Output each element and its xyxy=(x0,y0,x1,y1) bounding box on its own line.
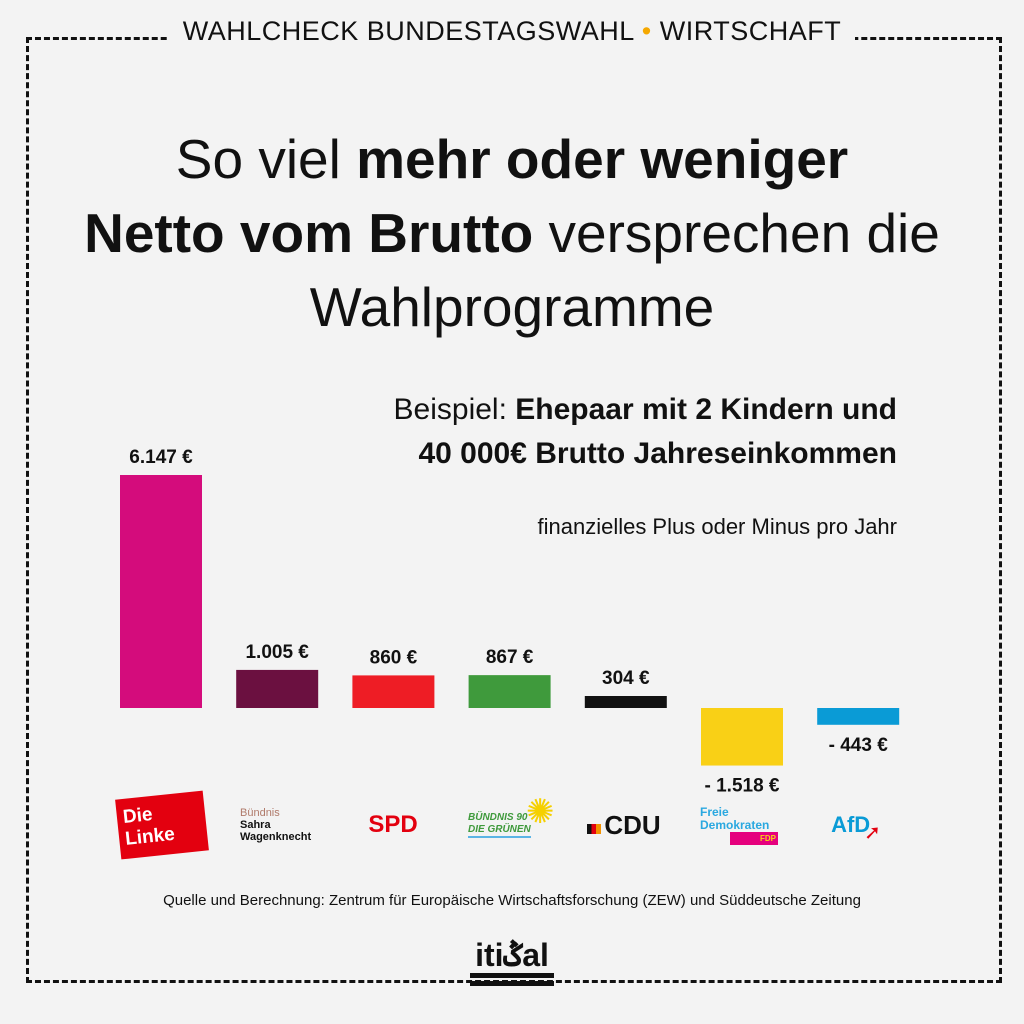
data-label: 304 € xyxy=(602,668,650,689)
logo-text: Wagenknecht xyxy=(240,831,312,843)
logo-text: Sahra xyxy=(240,819,271,831)
logo-text: DIE GRÜNEN xyxy=(468,824,531,838)
bar-5 xyxy=(701,708,783,766)
data-label: 1.005 € xyxy=(245,642,309,663)
brand-logo: itiݣal xyxy=(470,937,554,986)
logo-text: BÜNDNIS 90 xyxy=(468,812,528,823)
bar-0 xyxy=(120,475,202,708)
cdu-bars-icon xyxy=(587,824,602,834)
logo-text: AfD xyxy=(831,812,871,837)
data-label: - 443 € xyxy=(829,735,889,756)
logo-afd: AfD ➚ xyxy=(826,800,886,850)
title-bold: Netto vom Brutto xyxy=(84,202,534,264)
arrow-icon: ➚ xyxy=(864,821,881,844)
bar-6 xyxy=(817,708,900,725)
bar-2 xyxy=(352,675,435,708)
logo-spd: SPD xyxy=(368,811,418,838)
logo-bsw: Bündnis Sahra Wagenknecht xyxy=(240,800,330,850)
kicker-left: WAHLCHECK BUNDESTAGSWAHL xyxy=(182,16,634,46)
data-label: 867 € xyxy=(486,647,534,668)
data-label: 6.147 € xyxy=(129,447,193,468)
logo-text: Freie xyxy=(700,804,729,819)
logo-text: CDU xyxy=(604,809,661,840)
data-label: 860 € xyxy=(370,647,418,668)
logo-fdp: Freie Demokraten FDP xyxy=(700,800,780,850)
example-line2: 40 000€ Brutto Jahreseinkommen xyxy=(418,437,897,470)
logo-text: Demokraten xyxy=(700,817,770,832)
kicker-separator: • xyxy=(641,16,652,46)
source-note: Quelle und Berechnung: Zentrum für Europ… xyxy=(163,892,861,909)
page-title: So viel mehr oder weniger Netto vom Brutt… xyxy=(60,122,964,344)
bar-4 xyxy=(584,696,667,708)
logo-cdu: CDU xyxy=(580,800,668,850)
example-description: Beispiel: Ehepaar mit 2 Kindern und 40 00… xyxy=(394,388,897,476)
bar-3 xyxy=(468,675,551,708)
title-bold: mehr oder weniger xyxy=(356,128,849,190)
title-part: So viel xyxy=(175,128,357,190)
y-axis-label: finanzielles Plus oder Minus pro Jahr xyxy=(537,514,897,539)
logo-text: Die Linke xyxy=(115,790,209,860)
brand-text: itiݣal xyxy=(475,937,549,973)
example-label: Beispiel: xyxy=(393,393,516,426)
kicker: WAHLCHECK BUNDESTAGSWAHL • WIRTSCHAFT xyxy=(0,16,1024,47)
data-label: - 1.518 € xyxy=(705,776,780,797)
bar-1 xyxy=(236,669,319,708)
logo-die-linke: Die Linke xyxy=(115,790,209,860)
example-line1: Ehepaar mit 2 Kindern und xyxy=(515,393,897,426)
sunflower-icon: ✺ xyxy=(526,793,555,831)
kicker-right: WIRTSCHAFT xyxy=(659,16,842,46)
title-part: versprechen die Wahlprogramme xyxy=(309,202,940,338)
logo-text: FDP xyxy=(730,831,778,845)
logo-gruene: BÜNDNIS 90 DIE GRÜNEN ✺ xyxy=(468,793,555,850)
logo-text: Bündnis xyxy=(240,807,280,819)
